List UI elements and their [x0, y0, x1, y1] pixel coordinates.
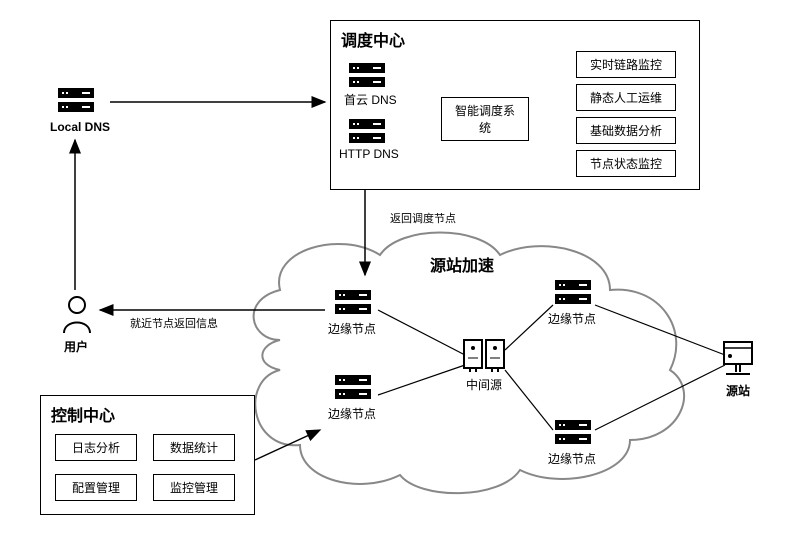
dispatch-title: 调度中心 [341, 27, 405, 51]
return-dispatch-label: 返回调度节点 [390, 210, 456, 226]
mid-source-icon [462, 338, 506, 377]
edge-node-1-icon [335, 290, 371, 318]
scheduler-label: 智能调度系统 [455, 104, 515, 135]
control-item-0: 日志分析 [55, 434, 137, 461]
origin-label: 源站 [726, 382, 750, 399]
local-dns-icon [58, 88, 94, 116]
edge-node-3-icon [555, 280, 591, 308]
control-item-1: 数据统计 [153, 434, 235, 461]
feature-2: 基础数据分析 [576, 117, 676, 144]
edge-node-1-label: 边缘节点 [328, 320, 376, 337]
control-box: 控制中心 日志分析 数据统计 配置管理 监控管理 [40, 395, 255, 515]
mid-source-label: 中间源 [466, 376, 502, 393]
source-accel-title: 源站加速 [430, 252, 494, 276]
edge-node-2-icon [335, 375, 371, 403]
scheduler-box: 智能调度系统 [441, 97, 529, 141]
feature-1: 静态人工运维 [576, 84, 676, 111]
dns2-label: HTTP DNS [339, 147, 399, 161]
dns1-icon [349, 63, 385, 91]
dispatch-box: 调度中心 首云 DNS HTTP DNS 智能调度系统 实时链路监控 静态人工运… [330, 20, 700, 190]
local-dns-label: Local DNS [50, 120, 110, 134]
feature-3: 节点状态监控 [576, 150, 676, 177]
control-item-2: 配置管理 [55, 474, 137, 501]
edge-node-4-icon [555, 420, 591, 448]
edge-node-3-label: 边缘节点 [548, 310, 596, 327]
control-item-3: 监控管理 [153, 474, 235, 501]
user-icon [60, 295, 94, 338]
feature-0: 实时链路监控 [576, 51, 676, 78]
dns2-icon [349, 119, 385, 147]
control-title: 控制中心 [51, 402, 115, 426]
diagram-root: Local DNS 用户 调度中心 首云 DNS HTTP DNS 智能调度系统… [0, 0, 792, 549]
near-return-label: 就近节点返回信息 [130, 315, 218, 331]
user-label: 用户 [64, 338, 88, 355]
dns1-label: 首云 DNS [344, 91, 397, 108]
edge-node-4-label: 边缘节点 [548, 450, 596, 467]
origin-icon [720, 340, 756, 383]
edge-node-2-label: 边缘节点 [328, 405, 376, 422]
